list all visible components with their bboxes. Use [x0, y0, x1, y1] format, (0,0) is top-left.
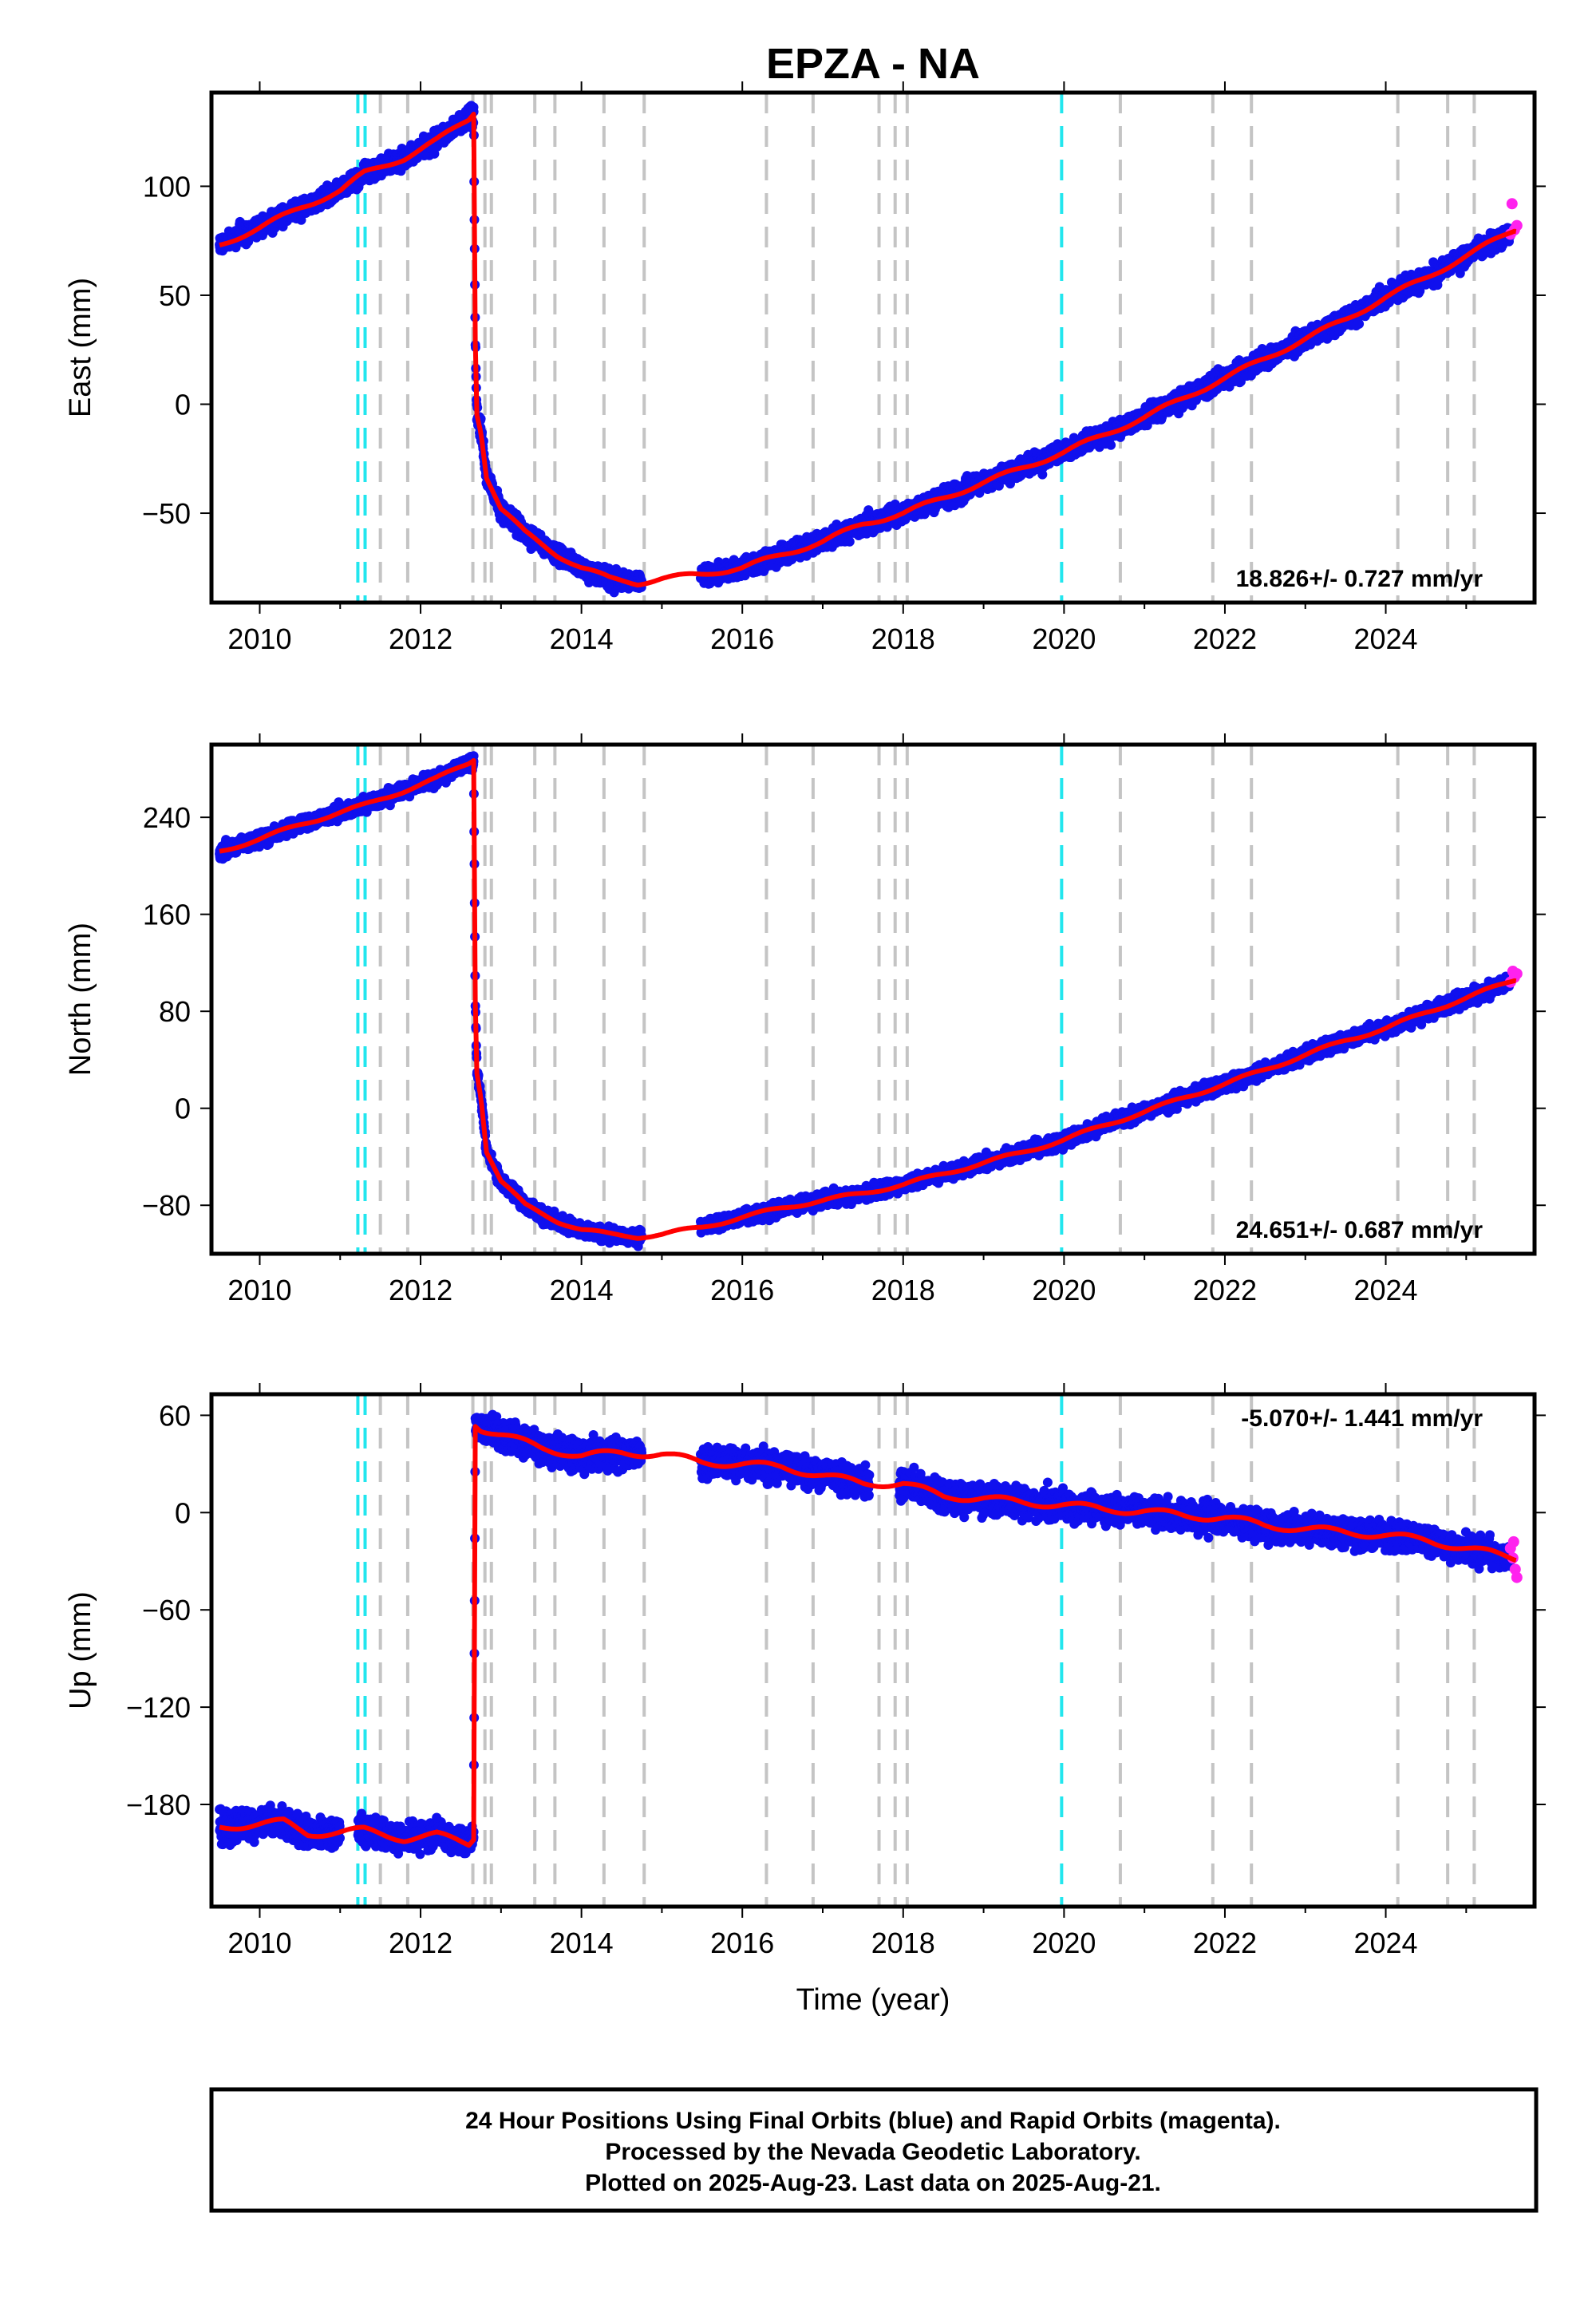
east-final-orbit-points	[215, 101, 1515, 598]
footer-line-3: Plotted on 2025-Aug-23. Last data on 202…	[585, 2170, 1161, 2196]
footer-line-2: Processed by the Nevada Geodetic Laborat…	[605, 2139, 1140, 2165]
east-final-point	[844, 536, 855, 547]
east-panel: 2010 2012 2014 2016 2018 2020 2022 2024100500−5…	[64, 81, 1546, 655]
footer-box: 24 Hour Positions Using Final Orbits (bl…	[209, 2087, 1539, 2213]
east-plot-area	[215, 93, 1523, 603]
footer-line-1: 24 Hour Positions Using Final Orbits (bl…	[465, 2108, 1281, 2134]
figure-title: EPZA - NA	[766, 40, 980, 88]
east-final-point	[296, 215, 306, 225]
panels-container: 2010 2012 2014 2016 2018 2020 2022 2024100500−5…	[64, 81, 1546, 1959]
east-final-point	[1354, 318, 1365, 329]
east-final-point	[1106, 440, 1116, 450]
x-axis-label: Time (year)	[796, 1983, 950, 2017]
